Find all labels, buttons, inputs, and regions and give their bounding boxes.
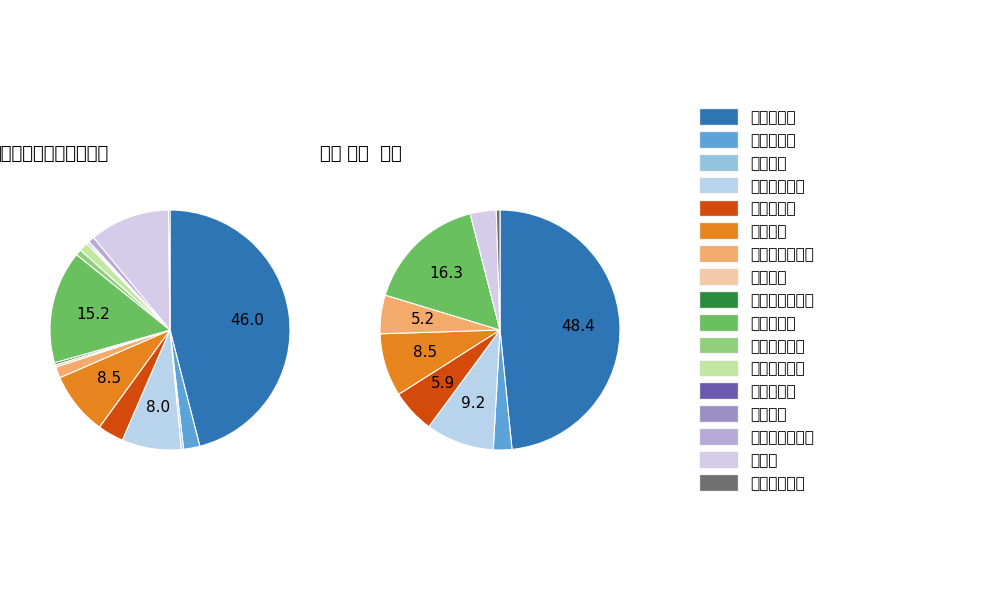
Wedge shape (87, 242, 170, 330)
Wedge shape (500, 210, 620, 449)
Text: 5.2: 5.2 (411, 312, 435, 327)
Wedge shape (89, 238, 170, 330)
Wedge shape (380, 330, 500, 394)
Wedge shape (50, 254, 170, 363)
Wedge shape (496, 210, 500, 330)
Wedge shape (122, 330, 181, 450)
Wedge shape (170, 330, 200, 449)
Wedge shape (55, 330, 170, 367)
Wedge shape (385, 214, 500, 330)
Text: 5.9: 5.9 (431, 376, 455, 391)
Text: パ・リーグ全プレイヤー: パ・リーグ全プレイヤー (0, 145, 108, 163)
Wedge shape (56, 330, 170, 377)
Legend: ストレート, ツーシーム, シュート, カットボール, スプリット, フォーク, チェンジアップ, シンカー, 高速スライダー, スライダー, 縦スライダー, : ストレート, ツーシーム, シュート, カットボール, スプリット, フォーク,… (694, 103, 821, 497)
Wedge shape (170, 330, 184, 449)
Wedge shape (77, 250, 170, 330)
Text: 茶谷 健太  選手: 茶谷 健太 選手 (320, 145, 402, 163)
Wedge shape (380, 295, 500, 334)
Wedge shape (493, 330, 512, 450)
Text: 9.2: 9.2 (461, 396, 486, 411)
Text: 48.4: 48.4 (561, 319, 595, 334)
Wedge shape (168, 210, 170, 330)
Wedge shape (429, 330, 500, 450)
Wedge shape (99, 330, 170, 440)
Text: 8.5: 8.5 (413, 346, 438, 361)
Text: 8.0: 8.0 (146, 400, 170, 415)
Wedge shape (88, 241, 170, 330)
Wedge shape (60, 330, 170, 427)
Wedge shape (170, 210, 290, 446)
Text: 16.3: 16.3 (429, 266, 463, 281)
Wedge shape (94, 210, 170, 330)
Text: 15.2: 15.2 (77, 307, 110, 322)
Wedge shape (470, 210, 500, 330)
Wedge shape (55, 330, 170, 365)
Wedge shape (80, 244, 170, 330)
Wedge shape (399, 330, 500, 427)
Text: 46.0: 46.0 (230, 313, 264, 328)
Text: 8.5: 8.5 (97, 371, 121, 386)
